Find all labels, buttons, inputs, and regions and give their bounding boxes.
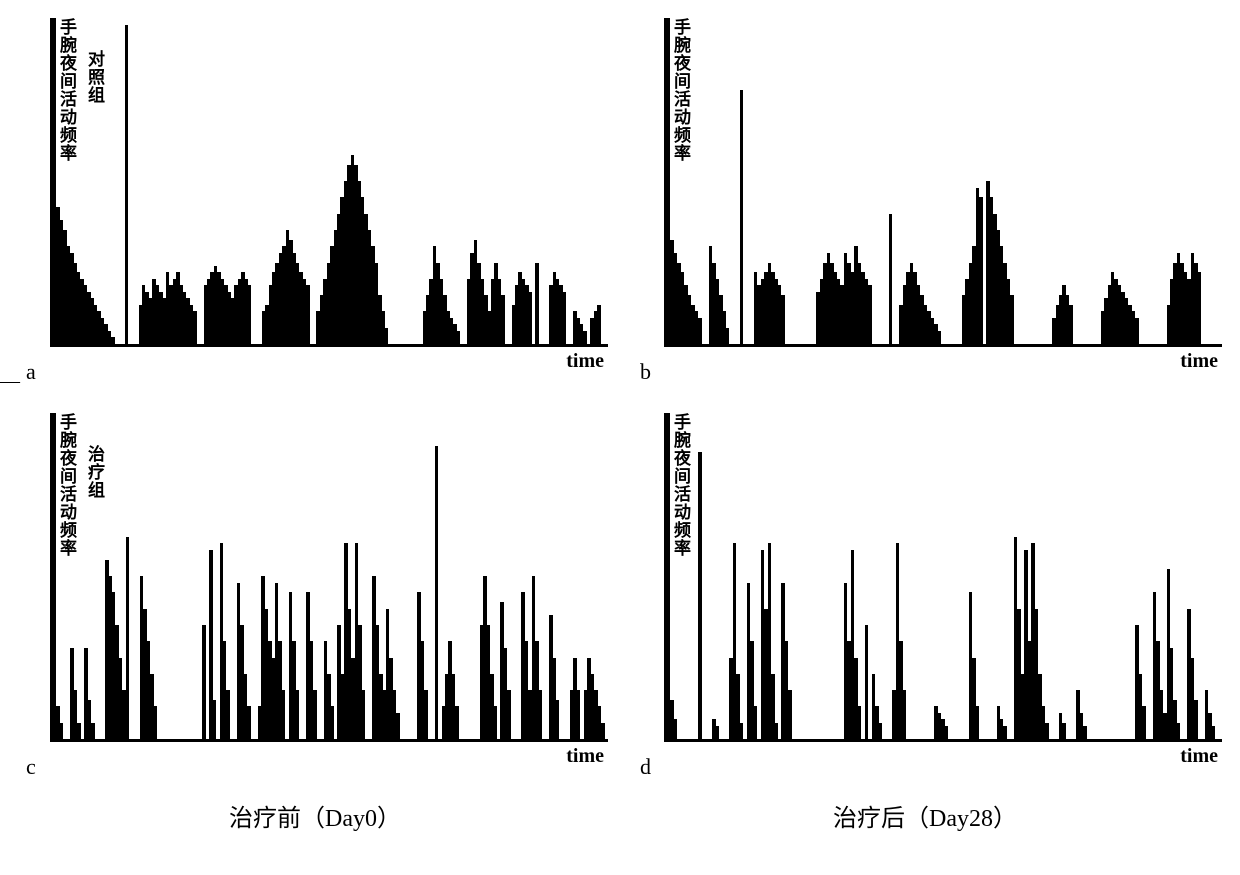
x-axis-label: time xyxy=(566,745,604,768)
panel-letter: c xyxy=(26,754,36,780)
spike-bars xyxy=(667,413,1222,739)
panel-letter: a xyxy=(26,359,36,385)
col-title-after: 治疗后（Day28） xyxy=(620,790,1230,833)
spike-bars xyxy=(53,413,608,739)
plot-area xyxy=(50,18,608,347)
col-title-before: 治疗前（Day0） xyxy=(10,790,620,833)
x-axis-label: time xyxy=(566,350,604,373)
panel-d: 手腕夜间活动频率 time d xyxy=(624,405,1230,790)
panel-a: 手腕夜间活动频率 对照组 time a xyxy=(10,10,616,395)
column-titles: 治疗前（Day0） 治疗后（Day28） xyxy=(0,790,1240,833)
panel-c: 手腕夜间活动频率 治疗组 time c xyxy=(10,405,616,790)
spike-bars xyxy=(667,18,1222,344)
panel-b: 手腕夜间活动频率 time b xyxy=(624,10,1230,395)
plot-area xyxy=(664,18,1222,347)
x-axis-label: time xyxy=(1180,745,1218,768)
panel-grid: 手腕夜间活动频率 对照组 time a 手腕夜间活动频率 time b 手腕夜间… xyxy=(0,0,1240,790)
plot-area xyxy=(50,413,608,742)
panel-letter: d xyxy=(640,754,651,780)
spike-bars xyxy=(53,18,608,344)
x-axis-label: time xyxy=(1180,350,1218,373)
panel-letter: b xyxy=(640,359,651,385)
plot-area xyxy=(664,413,1222,742)
